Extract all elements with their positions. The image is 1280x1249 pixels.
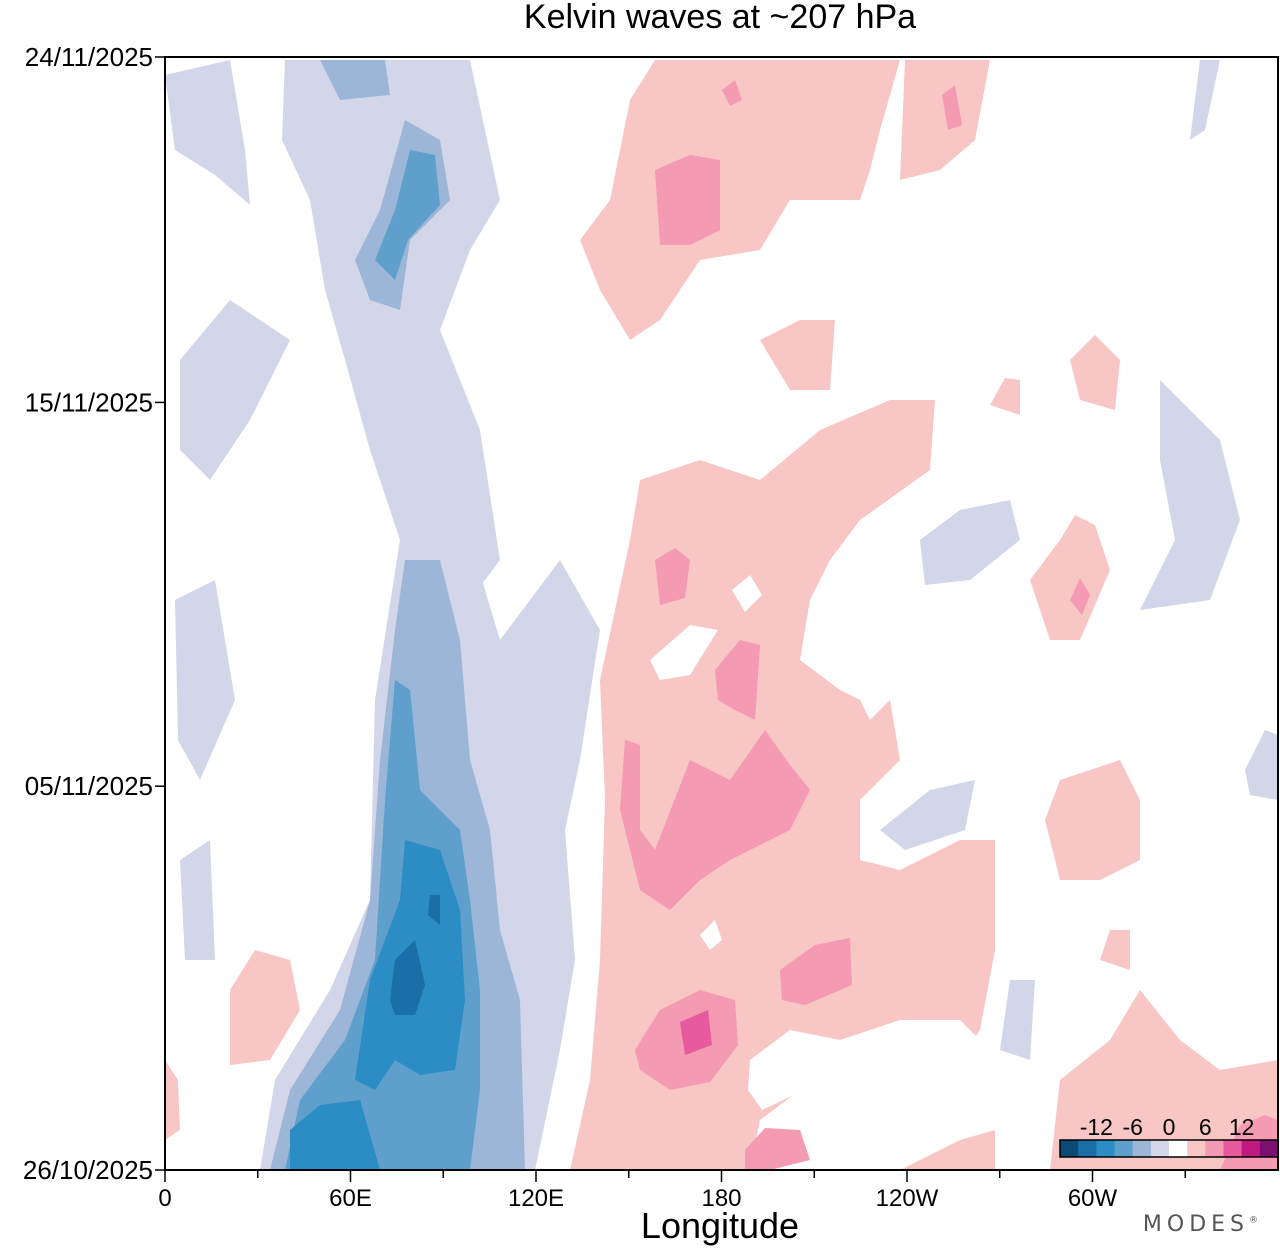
neutral-hole [650,625,718,680]
y-tick-label: 05/11/2025 [25,771,153,801]
positive-anomaly-region [680,1010,712,1055]
positive-anomaly-region [942,85,962,130]
positive-anomaly-region [620,730,810,910]
colorbar-tick-label: 6 [1199,1114,1212,1140]
colorbar: -12 -6 0 6 12 [1059,1114,1279,1158]
positive-anomaly-region [780,938,852,1005]
neutral-hole [700,920,722,950]
x-tick-label: 60W [1068,1185,1118,1212]
colorbar-swatch [1078,1140,1097,1157]
colorbar-frame [1059,1139,1279,1158]
positive-anomaly-region [900,60,990,180]
negative-anomaly-region [290,1100,380,1170]
negative-anomaly-region [1190,60,1220,140]
positive-anomaly-region [745,1128,810,1170]
colorbar-swatch [1187,1140,1206,1157]
positive-anomaly-region [760,320,835,390]
negative-anomaly-region [165,60,250,205]
x-tick-label: 0 [158,1185,171,1212]
colorbar-swatch [1132,1140,1152,1157]
negative-anomaly-region [920,500,1020,585]
negative-anomaly-region [428,895,440,925]
colorbar-swatch [1169,1140,1188,1157]
negative-anomaly-region [880,780,975,850]
negative-anomaly-region [180,300,290,480]
positive-anomaly-region [1070,578,1090,615]
negative-anomaly-region [175,580,235,780]
colorbar-swatch [1205,1140,1224,1157]
positive-anomaly-region [655,548,690,605]
positive-anomaly-region [715,640,760,720]
negative-anomaly-region [1000,980,1035,1060]
colorbar-tick-label: 0 [1163,1114,1176,1140]
positive-anomaly-region [1045,760,1140,880]
positive-anomaly-region [230,950,300,1065]
y-tick-label: 15/11/2025 [25,387,153,417]
positive-anomaly-region [1050,990,1278,1170]
modes-logo: MODES® [1143,1212,1258,1237]
positive-anomaly-region [1070,335,1120,410]
negative-anomaly-region [1245,730,1278,800]
positive-anomaly-region [1030,515,1110,640]
x-axis: 0 60E 120E 180 120W 60W [158,1170,1186,1212]
negative-anomaly-region [320,60,390,100]
x-tick-label: 60E [329,1185,372,1212]
y-tick-label: 24/11/2025 [25,42,153,72]
neutral-hole [748,1020,980,1110]
chart-title: Kelvin waves at ~207 hPa [524,0,916,36]
colorbar-tick-label: 12 [1229,1114,1255,1140]
positive-anomaly-region [722,80,742,106]
negative-anomaly-region [390,940,425,1015]
colorbar-swatch [1241,1140,1261,1157]
negative-anomaly-region [375,150,440,280]
negative-anomaly-region [1140,380,1240,610]
positive-anomaly-region [990,378,1020,415]
x-axis-label: Longitude [641,1205,799,1246]
positive-anomaly-region [1100,930,1130,970]
y-axis: 24/11/2025 15/11/2025 05/11/2025 26/10/2025 [23,42,165,1185]
neutral-hole [732,575,762,612]
x-tick-label: 120W [876,1185,939,1212]
colorbar-swatch [1060,1140,1079,1157]
negative-anomaly-region [180,840,215,960]
colorbar-tick-label: -6 [1122,1114,1142,1140]
x-tick-label: 120E [508,1185,564,1212]
brand-name: MODES [1142,1212,1249,1237]
colorbar-swatch [1223,1140,1243,1157]
positive-anomaly-region [900,1130,995,1170]
colorbar-swatch [1114,1140,1134,1157]
negative-anomaly-region [282,60,500,600]
colorbar-swatch [1096,1140,1115,1157]
positive-anomaly-region [580,60,900,340]
x-tick-label: 180 [701,1185,741,1212]
positive-anomaly-region [165,1060,180,1140]
y-tick-label: 26/10/2025 [23,1155,153,1185]
colorbar-swatch [1150,1140,1170,1157]
colorbar-swatch [1259,1140,1279,1157]
positive-anomaly-region [655,155,720,245]
brand-mark: ® [1249,1215,1258,1226]
contour-field [165,60,1278,1170]
colorbar-tick-label: -12 [1080,1114,1113,1140]
